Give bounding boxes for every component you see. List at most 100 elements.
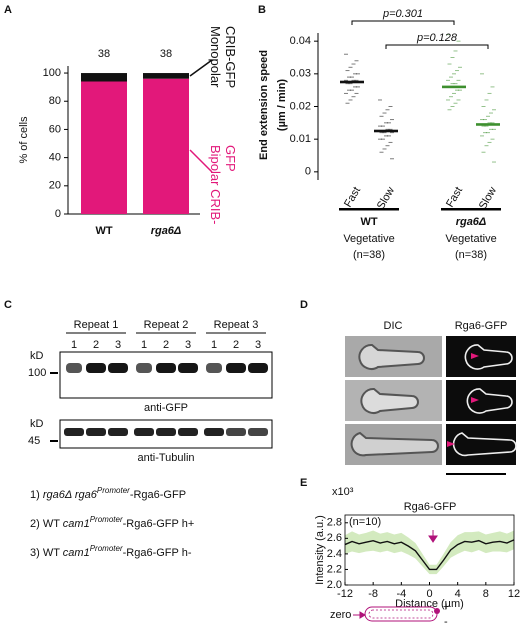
panel-letter: D	[300, 299, 308, 311]
bar-segment	[81, 81, 127, 214]
group-note: Vegetative	[445, 233, 496, 245]
strain-line: 1) rga6Δ rga6Promoter-Rga6-GFP	[30, 486, 186, 501]
micrograph-grid	[345, 336, 517, 475]
y-tick-label: 0.04	[290, 35, 311, 47]
cell	[350, 431, 439, 457]
unit-label: kD	[30, 350, 44, 362]
y-tick-label: 80	[49, 95, 61, 107]
strain-line: 3) WT cam1Promoter-Rga6-GFP h-	[30, 544, 192, 559]
cell-outline	[364, 606, 438, 622]
cell	[452, 432, 517, 457]
chart-title: Rga6-GFP	[404, 501, 457, 513]
lane-label: 2	[93, 339, 99, 351]
schematic-label: +	[443, 601, 449, 613]
x-tick-label: 0	[426, 588, 432, 600]
column-label: DIC	[384, 320, 403, 332]
x-tick-label: Fast	[444, 185, 465, 210]
cell-inner	[368, 609, 434, 619]
repeat-label: Repeat 3	[214, 319, 259, 331]
bar-segment	[143, 78, 189, 214]
y-tick-label: 2.8	[327, 517, 342, 529]
strain-line: 2) WT cam1Promoter-Rga6-GFP h+	[30, 515, 194, 530]
strain-part: 1)	[30, 489, 43, 501]
y-tick-label: 2.2	[327, 563, 342, 575]
arrowhead	[471, 397, 479, 403]
column-label: Rga6-GFP	[455, 320, 508, 332]
x-tick-label: Slow	[477, 185, 499, 212]
panel-letter: E	[300, 477, 307, 489]
repeat-label: Repeat 2	[144, 319, 189, 331]
bar-annotation: 38	[98, 48, 110, 60]
marker-label: 45	[28, 435, 40, 447]
blot-band	[248, 428, 268, 436]
comparison-bracket	[385, 44, 489, 49]
legend-label: Monopolar CRIB-GFP	[208, 26, 238, 89]
x-tick-label: 12	[508, 588, 520, 600]
strain-part: Promoter	[90, 544, 123, 553]
comparison-bracket	[351, 20, 455, 25]
strain-part: rga6Δ rga6	[43, 489, 98, 501]
gfp-image	[446, 336, 516, 377]
blot-band	[64, 428, 84, 436]
x-tick-label: Fast	[342, 185, 363, 210]
x-tick-label: 8	[483, 588, 489, 600]
unit-label: kD	[30, 418, 44, 430]
strain-part: 3) WT	[30, 547, 63, 559]
blot-band	[156, 428, 176, 436]
x-tick-label: -8	[368, 588, 378, 600]
lane-label: 1	[211, 339, 217, 351]
y-axis-label: End extension speed	[258, 50, 270, 160]
schematic-label: -	[444, 616, 448, 628]
y-tick-label: 40	[49, 152, 61, 164]
group-note: (n=38)	[353, 249, 385, 261]
dip-arrow	[428, 530, 438, 543]
p-value: p=0.301	[382, 8, 423, 20]
y-tick-label: 2.0	[327, 579, 342, 591]
lane-label: 2	[233, 339, 239, 351]
repeat-label: Repeat 1	[74, 319, 119, 331]
blot-band	[86, 428, 106, 436]
p-value: p=0.128	[416, 32, 458, 44]
y-tick-label: 2.4	[327, 548, 342, 560]
cell	[464, 344, 513, 370]
panel-letter: A	[4, 4, 12, 16]
antibody-label: anti-GFP	[144, 402, 188, 414]
y-axis-label: (µm / min)	[276, 79, 288, 132]
lane-label: 2	[163, 339, 169, 351]
lane-label: 3	[255, 339, 261, 351]
blot-band	[108, 363, 128, 373]
blot-band	[108, 428, 128, 436]
y-axis-label: Intensity (a.u.)	[314, 515, 326, 585]
blot-band	[178, 363, 198, 373]
arrowhead	[447, 441, 455, 447]
x-tick-label: WT	[95, 225, 112, 237]
axis-multiplier: x10³	[332, 486, 354, 498]
y-tick-label: 20	[49, 180, 61, 192]
strain-part: -Rga6-GFP h-	[123, 547, 192, 559]
schematic-label: zero	[330, 609, 351, 621]
x-tick-label: Slow	[375, 185, 397, 212]
mean-bar	[374, 129, 398, 133]
strain-part: Promoter	[90, 515, 123, 524]
y-tick-label: 0	[55, 208, 61, 220]
panel-letter: C	[4, 299, 12, 311]
legend-leader	[189, 59, 213, 77]
group-underline	[339, 208, 399, 211]
y-axis-label: % of cells	[18, 116, 30, 164]
marker-label: 100	[28, 367, 46, 379]
bar-annotation: 38	[160, 48, 172, 60]
mean-bar	[476, 123, 500, 126]
y-tick-label: 0	[305, 166, 311, 178]
x-tick-label: -4	[396, 588, 406, 600]
blot-band	[66, 363, 82, 373]
blot-band	[204, 428, 224, 436]
antibody-label: anti-Tubulin	[137, 452, 194, 464]
bar-segment	[81, 73, 127, 82]
blot-band	[226, 428, 246, 436]
strain-part: cam1	[63, 518, 90, 530]
cell	[466, 388, 513, 414]
gfp-image	[446, 424, 516, 465]
x-tick-label: -12	[337, 588, 353, 600]
bar-segment	[143, 73, 189, 79]
